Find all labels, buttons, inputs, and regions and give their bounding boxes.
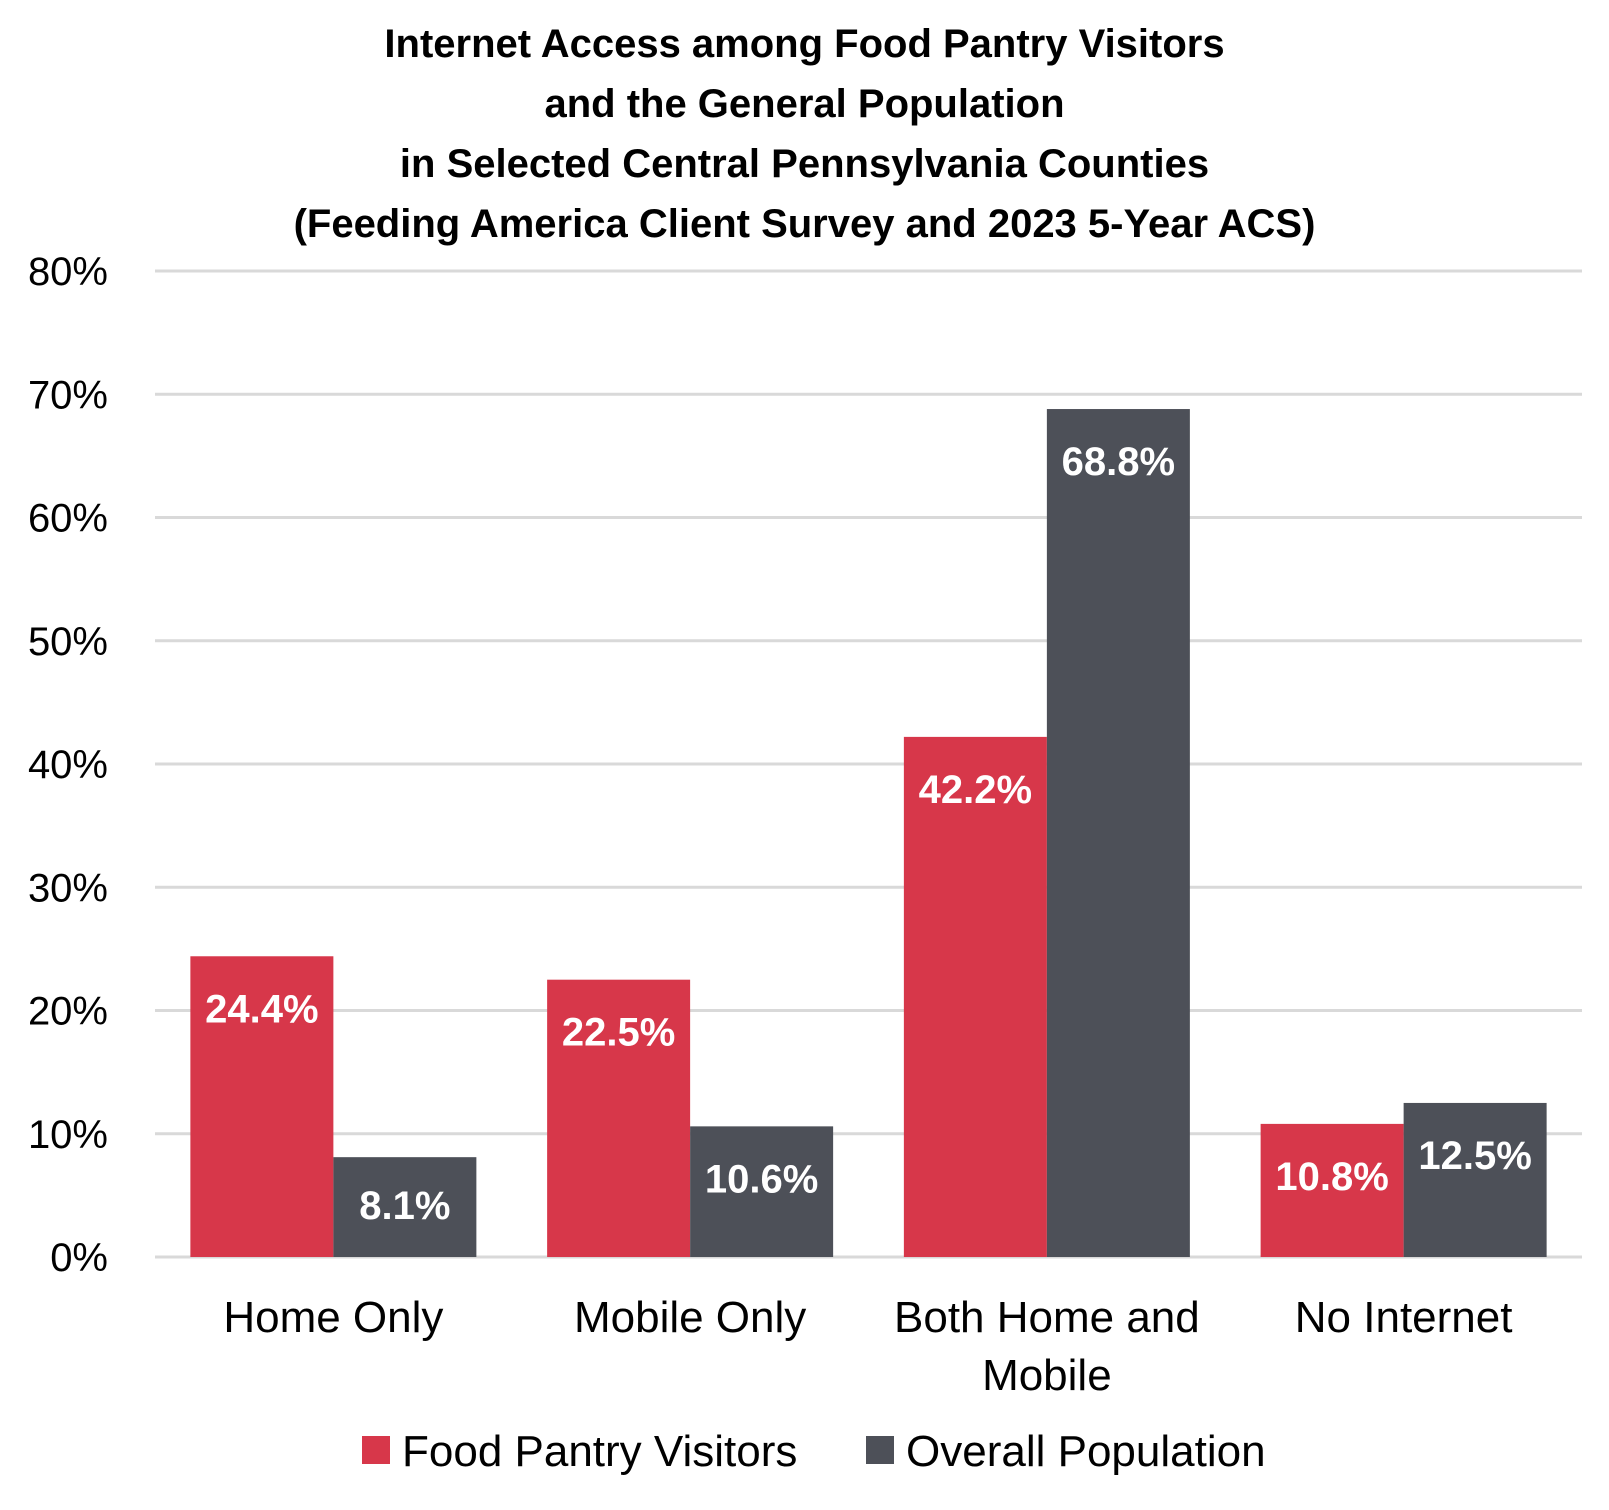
y-axis-ticks: 0% 10% 20% 30% 40% 50% 60% 70% 80% [28,250,108,1280]
y-tick-label: 10% [28,1113,108,1157]
data-label: 24.4% [205,987,318,1031]
chart-title-line-4: (Feeding America Client Survey and 2023 … [293,202,1316,246]
data-label: 12.5% [1418,1134,1531,1178]
y-tick-label: 70% [28,373,108,417]
bar [333,1157,477,1257]
category-label-line: Home Only [223,1293,443,1342]
gridlines [155,269,1582,1259]
legend: Food Pantry Visitors Overall Population [362,1427,1266,1476]
y-tick-label: 30% [28,866,108,910]
bar [690,1126,834,1257]
category-label-line: Mobile [982,1351,1112,1400]
data-label: 22.5% [562,1011,675,1055]
legend-label: Food Pantry Visitors [402,1427,797,1476]
chart-title: Internet Access among Food Pantry Visito… [0,14,1609,254]
y-tick-label: 40% [28,743,108,787]
category-label: Home Only [223,1293,443,1342]
chart-title-line-1: Internet Access among Food Pantry Visito… [384,22,1225,66]
bar [547,979,691,1257]
chart-title-line-2: and the General Population [544,82,1065,126]
legend-label: Overall Population [906,1427,1266,1476]
y-tick-label: 50% [28,620,108,664]
data-label: 8.1% [359,1184,450,1228]
data-label: 42.2% [919,768,1032,812]
bars [190,409,1547,1257]
legend-swatch [362,1436,390,1464]
bar [903,736,1047,1257]
category-label: Mobile Only [574,1293,806,1342]
bar [190,956,334,1257]
bar [1046,409,1190,1257]
y-tick-label: 60% [28,497,108,541]
category-label-line: No Internet [1295,1293,1513,1342]
data-labels: 24.4% 8.1% 22.5% 10.6% 42.2% 68.8% 10.8% 12.5% [205,440,1532,1228]
category-label: No Internet [1295,1293,1513,1342]
data-label: 10.6% [705,1157,818,1201]
y-tick-label: 20% [28,990,108,1034]
category-label-line: Both Home and [894,1293,1200,1342]
x-axis-categories: Home Only Mobile Only Both Home and Mobile N… [223,1293,1512,1400]
y-tick-label: 0% [50,1236,108,1280]
category-label-line: Mobile Only [574,1293,806,1342]
bar [1260,1123,1404,1257]
chart-title-line-3: in Selected Central Pennsylvania Countie… [399,142,1210,186]
data-label: 10.8% [1275,1155,1388,1199]
data-label: 68.8% [1062,440,1175,484]
y-tick-label: 80% [28,250,108,294]
bar [1403,1102,1547,1257]
legend-swatch [866,1436,894,1464]
category-label: Both Home and Mobile [894,1293,1200,1400]
